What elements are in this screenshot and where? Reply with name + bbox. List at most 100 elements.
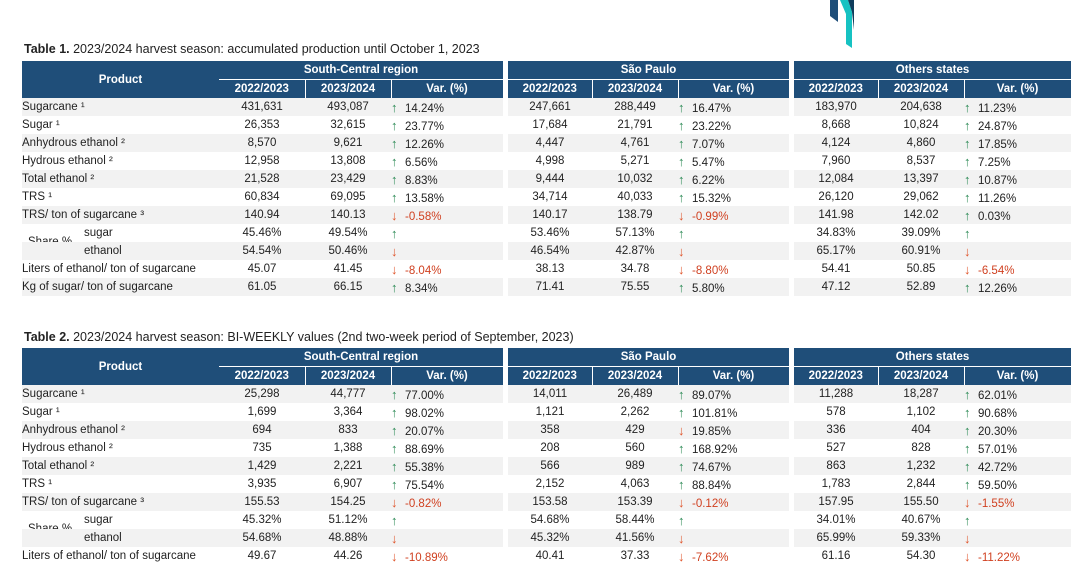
variation-value: -0.99% [692,210,729,223]
value-prev: 46.54% [508,242,592,260]
arrow-down-icon: ↓ [678,261,685,277]
variation-cell: ↑ 0.03% [964,206,1072,224]
sub-header: Var. (%) [964,366,1072,385]
value-prev: 61.05 [219,278,305,296]
variation-cell: ↑ 24.87% [964,116,1071,134]
value-curr: 404 [878,421,965,439]
variation-cell: ↑ 13.58% [391,188,503,206]
decorative-logo-fragment [830,0,854,48]
arrow-up-icon: ↑ [391,279,398,295]
value-prev: 45.32% [508,529,592,547]
value-curr: 40.67% [901,514,941,526]
value-prev: 578 [826,406,846,418]
sub-header: Var. (%) [678,79,790,98]
value-prev: 26,120 [818,191,854,203]
value-curr: 60.91% [878,242,965,260]
table-row: Hydrous ethanol ² 735 1,388 ↑ 88.69% 208 560 ↑ 1… [22,439,1071,457]
variation-cell: ↓ -0.99% [678,206,790,224]
variation-value: -8.80% [692,264,729,277]
table-row: Kg of sugar/ ton of sugarcane 61.05 66.15 ↑… [22,278,1072,296]
value-prev: 208 [540,442,560,454]
value-prev: 9,444 [508,170,592,188]
arrow-up-icon: ↑ [964,171,971,187]
variation-value: 15.32% [692,192,732,205]
value-curr: 44.26 [333,550,363,562]
column-gap [789,547,795,565]
value-curr: 40,033 [617,191,653,203]
value-prev: 12,084 [794,170,879,188]
row-label: Anhydrous ethanol ² [22,421,219,439]
value-curr: 2,262 [620,406,650,418]
column-gap [503,61,508,98]
variation-cell: ↓ -8.80% [678,260,789,278]
value-curr: 142.02 [878,206,965,224]
row-label: Total ethanol ² [22,170,219,188]
column-gap [789,278,795,296]
table-row: Sugarcane ¹ 431,631 493,087 ↑ 14.24% 247,661 2… [22,98,1072,116]
variation-value: 88.69% [405,443,445,456]
column-gap [503,547,508,565]
arrow-up-icon: ↑ [678,189,685,205]
arrow-up-icon: ↑ [678,99,685,115]
variation-cell: ↑ 20.07% [391,421,503,439]
value-curr: 9,621 [305,134,391,152]
arrow-down-icon: ↓ [678,548,685,564]
variation-value: 5.80% [692,282,725,295]
variation-cell: ↑ 88.69% [391,439,503,457]
variation-cell: ↑ 5.80% [678,278,790,296]
arrow-down-icon: ↓ [678,243,685,259]
value-curr: 4,063 [620,478,650,490]
value-prev: 247,661 [508,98,592,116]
column-gap [789,152,795,170]
table-row: Total ethanol ² 1,429 2,221 ↑ 55.38% 566 989 ↑ 7… [22,457,1072,475]
value-prev: 60,834 [244,191,280,203]
variation-cell: ↑ 6.56% [391,152,503,170]
value-prev: 14,011 [508,385,592,403]
variation-cell: ↑ 12.26% [391,134,503,152]
variation-cell: ↓ [964,242,1072,260]
value-curr: 204,638 [878,98,965,116]
row-label: TRS ¹ [22,478,53,490]
variation-cell: ↑ 5.47% [678,152,789,170]
value-curr: 58.44% [615,514,655,526]
value-prev: 3,935 [247,478,277,490]
value-prev: 2,152 [535,478,565,490]
column-gap [789,511,795,529]
value-prev: 26,353 [244,119,280,131]
sub-header: 2023/2024 [592,79,679,98]
value-curr: 75.55 [592,278,678,296]
share-label: Share % [28,523,73,529]
arrow-up-icon: ↑ [964,458,971,474]
column-gap [503,493,508,511]
sub-header: 2023/2024 [878,366,965,385]
value-curr: 3,364 [333,406,363,418]
row-label: Sugarcane ¹ [22,98,219,116]
arrow-up-icon: ↑ [964,279,971,295]
product-header: Product [22,348,219,385]
value-curr: 50.46% [305,242,391,260]
variation-cell: ↑ [964,511,1071,529]
group-header: South-Central region [219,348,503,367]
variation-value: 16.47% [692,102,732,115]
arrow-up-icon: ↑ [678,153,685,169]
arrow-up-icon: ↑ [391,476,398,492]
column-gap [503,224,508,242]
value-curr: 6,907 [333,478,363,490]
value-prev: 54.68% [219,529,305,547]
column-gap [789,529,795,547]
row-label: Total ethanol ² [22,457,219,475]
arrow-up-icon: ↑ [391,225,398,241]
sub-header: Var. (%) [678,366,790,385]
value-curr: 49.54% [328,227,368,239]
variation-value: -0.12% [692,497,729,510]
table2-caption-text: 2023/2024 harvest season: BI-WEEKLY valu… [69,330,574,344]
arrow-up-icon: ↑ [678,171,685,187]
arrow-up-icon: ↑ [964,386,971,402]
column-gap [503,188,508,206]
column-gap [789,475,795,493]
variation-cell: ↑ 77.00% [391,385,503,403]
arrow-up-icon: ↑ [678,117,685,133]
value-curr: 4,860 [878,134,965,152]
value-prev: 65.17% [794,242,879,260]
variation-value: 7.07% [692,138,725,151]
